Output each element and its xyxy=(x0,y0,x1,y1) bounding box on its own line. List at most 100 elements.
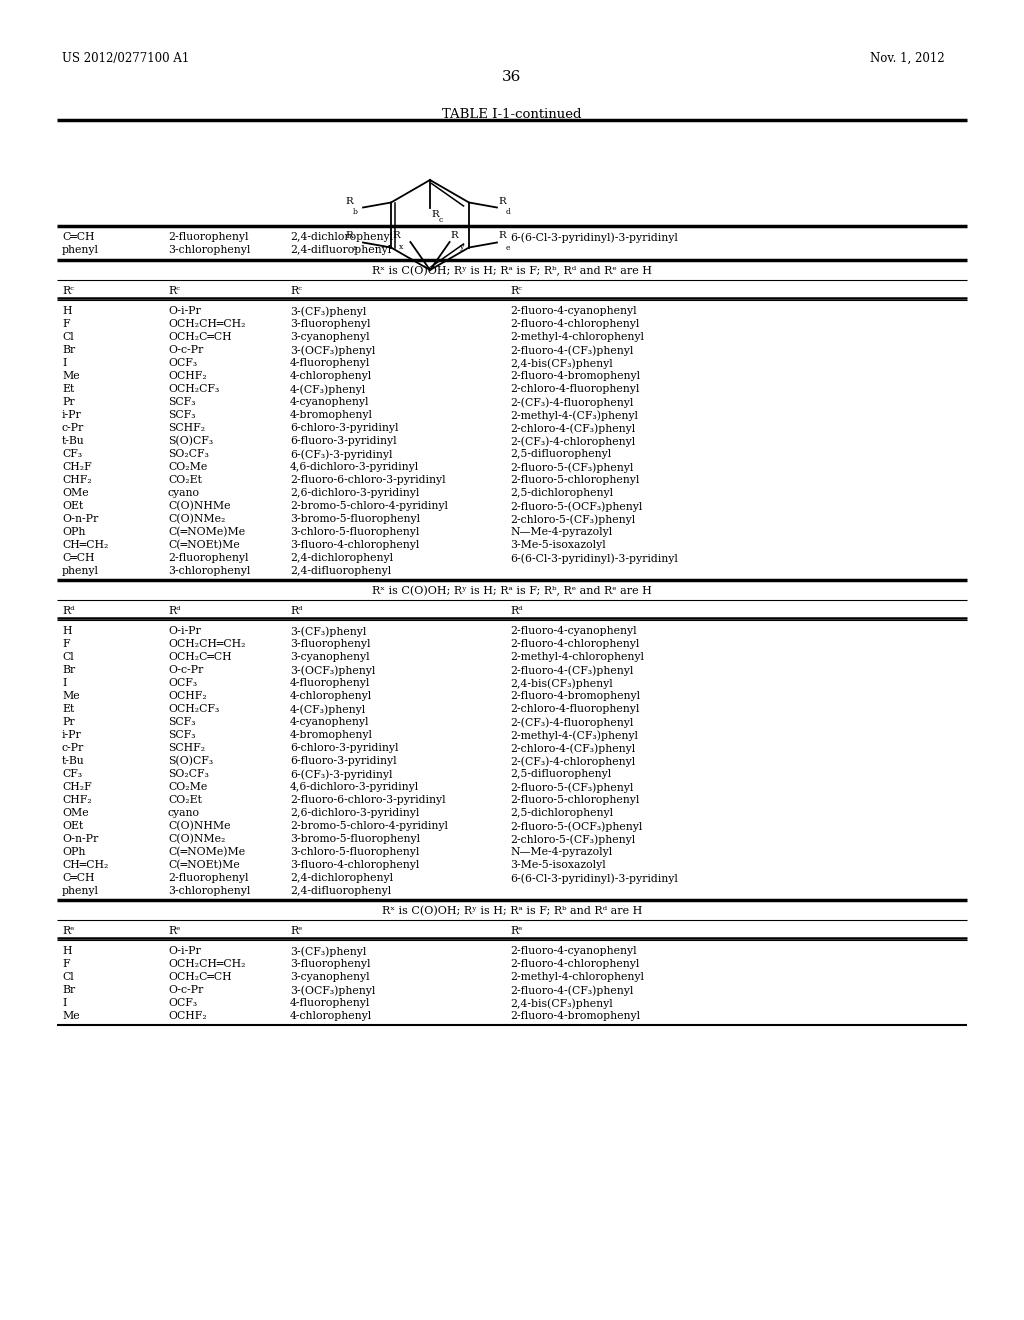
Text: TABLE I-1-continued: TABLE I-1-continued xyxy=(442,108,582,121)
Text: 3-Me-5-isoxazolyl: 3-Me-5-isoxazolyl xyxy=(510,540,606,550)
Text: R: R xyxy=(345,231,353,240)
Text: OPh: OPh xyxy=(62,527,85,537)
Text: C(═NOMe)Me: C(═NOMe)Me xyxy=(168,527,245,537)
Text: CO₂Me: CO₂Me xyxy=(168,462,207,473)
Text: Me: Me xyxy=(62,371,80,381)
Text: C(O)NMe₂: C(O)NMe₂ xyxy=(168,513,225,524)
Text: 3-chlorophenyl: 3-chlorophenyl xyxy=(168,886,251,896)
Text: CHF₂: CHF₂ xyxy=(62,795,92,805)
Text: 2-chloro-4-fluorophenyl: 2-chloro-4-fluorophenyl xyxy=(510,384,639,393)
Text: 2-(CF₃)-4-chlorophenyl: 2-(CF₃)-4-chlorophenyl xyxy=(510,756,635,767)
Text: Rˣ is C(O)OH; Rʸ is H; Rᵃ is F; Rᵇ and Rᵈ are H: Rˣ is C(O)OH; Rʸ is H; Rᵃ is F; Rᵇ and R… xyxy=(382,906,642,916)
Text: OEt: OEt xyxy=(62,821,83,832)
Text: OCH₂C═CH: OCH₂C═CH xyxy=(168,333,231,342)
Text: 2,4-dichlorophenyl: 2,4-dichlorophenyl xyxy=(290,232,393,242)
Text: Rᵉ: Rᵉ xyxy=(290,927,302,936)
Text: N—Me-4-pyrazolyl: N—Me-4-pyrazolyl xyxy=(510,527,612,537)
Text: 4-chlorophenyl: 4-chlorophenyl xyxy=(290,371,373,381)
Text: 2,4-dichlorophenyl: 2,4-dichlorophenyl xyxy=(290,873,393,883)
Text: O-c-Pr: O-c-Pr xyxy=(168,345,203,355)
Text: Rᵈ: Rᵈ xyxy=(62,606,75,616)
Text: 3-cyanophenyl: 3-cyanophenyl xyxy=(290,972,370,982)
Text: i-Pr: i-Pr xyxy=(62,730,82,741)
Text: R: R xyxy=(498,197,506,206)
Text: 2-fluoro-4-chlorophenyl: 2-fluoro-4-chlorophenyl xyxy=(510,319,639,329)
Text: 4-(CF₃)phenyl: 4-(CF₃)phenyl xyxy=(290,384,367,395)
Text: 3-bromo-5-fluorophenyl: 3-bromo-5-fluorophenyl xyxy=(290,834,420,843)
Text: 2-chloro-4-fluorophenyl: 2-chloro-4-fluorophenyl xyxy=(510,704,639,714)
Text: 6-(6-Cl-3-pyridinyl)-3-pyridinyl: 6-(6-Cl-3-pyridinyl)-3-pyridinyl xyxy=(510,232,678,243)
Text: 2,5-dichlorophenyl: 2,5-dichlorophenyl xyxy=(510,488,613,498)
Text: Br: Br xyxy=(62,985,75,995)
Text: d: d xyxy=(506,209,511,216)
Text: e: e xyxy=(506,243,511,252)
Text: 3-bromo-5-fluorophenyl: 3-bromo-5-fluorophenyl xyxy=(290,513,420,524)
Text: 3-Me-5-isoxazolyl: 3-Me-5-isoxazolyl xyxy=(510,861,606,870)
Text: 2-fluoro-4-bromophenyl: 2-fluoro-4-bromophenyl xyxy=(510,1011,640,1020)
Text: 2-fluorophenyl: 2-fluorophenyl xyxy=(168,232,249,242)
Text: 2-fluoro-4-(CF₃)phenyl: 2-fluoro-4-(CF₃)phenyl xyxy=(510,345,634,355)
Text: 6-(CF₃)-3-pyridinyl: 6-(CF₃)-3-pyridinyl xyxy=(290,449,392,459)
Text: CH₂F: CH₂F xyxy=(62,781,92,792)
Text: b: b xyxy=(353,209,358,216)
Text: 3-(OCF₃)phenyl: 3-(OCF₃)phenyl xyxy=(290,985,376,995)
Text: 4-cyanophenyl: 4-cyanophenyl xyxy=(290,717,370,727)
Text: OCH₂CH═CH₂: OCH₂CH═CH₂ xyxy=(168,639,246,649)
Text: 2,6-dichloro-3-pyridinyl: 2,6-dichloro-3-pyridinyl xyxy=(290,488,420,498)
Text: t-Bu: t-Bu xyxy=(62,436,85,446)
Text: 2,4-bis(CF₃)phenyl: 2,4-bis(CF₃)phenyl xyxy=(510,358,612,368)
Text: I: I xyxy=(62,998,67,1008)
Text: 36: 36 xyxy=(503,70,521,84)
Text: 3-chlorophenyl: 3-chlorophenyl xyxy=(168,566,251,576)
Text: 6-chloro-3-pyridinyl: 6-chloro-3-pyridinyl xyxy=(290,422,398,433)
Text: H: H xyxy=(62,946,72,956)
Text: O-c-Pr: O-c-Pr xyxy=(168,665,203,675)
Text: 2-chloro-4-(CF₃)phenyl: 2-chloro-4-(CF₃)phenyl xyxy=(510,743,635,754)
Text: Rᵈ: Rᵈ xyxy=(510,606,522,616)
Text: SCF₃: SCF₃ xyxy=(168,397,196,407)
Text: 2,4-difluorophenyl: 2,4-difluorophenyl xyxy=(290,566,391,576)
Text: Pr: Pr xyxy=(62,397,75,407)
Text: Rˣ is C(O)OH; Rʸ is H; Rᵃ is F; Rᵇ, Rᵈ and Rᵉ are H: Rˣ is C(O)OH; Rʸ is H; Rᵃ is F; Rᵇ, Rᵈ a… xyxy=(372,267,652,276)
Text: phenyl: phenyl xyxy=(62,246,99,255)
Text: Me: Me xyxy=(62,1011,80,1020)
Text: O-n-Pr: O-n-Pr xyxy=(62,513,98,524)
Text: R: R xyxy=(431,210,438,219)
Text: 2-(CF₃)-4-fluorophenyl: 2-(CF₃)-4-fluorophenyl xyxy=(510,717,634,727)
Text: OCH₂C═CH: OCH₂C═CH xyxy=(168,972,231,982)
Text: OCHF₂: OCHF₂ xyxy=(168,1011,207,1020)
Text: CH═CH₂: CH═CH₂ xyxy=(62,861,109,870)
Text: i-Pr: i-Pr xyxy=(62,411,82,420)
Text: 2-fluoro-4-cyanophenyl: 2-fluoro-4-cyanophenyl xyxy=(510,306,637,315)
Text: SCF₃: SCF₃ xyxy=(168,730,196,741)
Text: Cl: Cl xyxy=(62,972,74,982)
Text: O-c-Pr: O-c-Pr xyxy=(168,985,203,995)
Text: 3-(CF₃)phenyl: 3-(CF₃)phenyl xyxy=(290,306,367,317)
Text: 2-methyl-4-(CF₃)phenyl: 2-methyl-4-(CF₃)phenyl xyxy=(510,730,638,741)
Text: 3-cyanophenyl: 3-cyanophenyl xyxy=(290,333,370,342)
Text: 3-chloro-5-fluorophenyl: 3-chloro-5-fluorophenyl xyxy=(290,527,420,537)
Text: R: R xyxy=(451,231,459,240)
Text: 4-fluorophenyl: 4-fluorophenyl xyxy=(290,998,371,1008)
Text: 2-fluoro-6-chloro-3-pyridinyl: 2-fluoro-6-chloro-3-pyridinyl xyxy=(290,795,445,805)
Text: 2-fluoro-5-chlorophenyl: 2-fluoro-5-chlorophenyl xyxy=(510,795,639,805)
Text: SCF₃: SCF₃ xyxy=(168,717,196,727)
Text: N—Me-4-pyrazolyl: N—Me-4-pyrazolyl xyxy=(510,847,612,857)
Text: C═CH: C═CH xyxy=(62,873,94,883)
Text: OCHF₂: OCHF₂ xyxy=(168,690,207,701)
Text: 2,6-dichloro-3-pyridinyl: 2,6-dichloro-3-pyridinyl xyxy=(290,808,420,818)
Text: 2-bromo-5-chloro-4-pyridinyl: 2-bromo-5-chloro-4-pyridinyl xyxy=(290,821,449,832)
Text: c-Pr: c-Pr xyxy=(62,422,84,433)
Text: OCH₂CF₃: OCH₂CF₃ xyxy=(168,384,219,393)
Text: Rᶜ: Rᶜ xyxy=(168,286,180,296)
Text: C═CH: C═CH xyxy=(62,553,94,564)
Text: I: I xyxy=(62,678,67,688)
Text: 6-(6-Cl-3-pyridinyl)-3-pyridinyl: 6-(6-Cl-3-pyridinyl)-3-pyridinyl xyxy=(510,553,678,564)
Text: 2-methyl-4-(CF₃)phenyl: 2-methyl-4-(CF₃)phenyl xyxy=(510,411,638,421)
Text: 4-bromophenyl: 4-bromophenyl xyxy=(290,411,373,420)
Text: C(═NOEt)Me: C(═NOEt)Me xyxy=(168,540,240,550)
Text: OCF₃: OCF₃ xyxy=(168,358,198,368)
Text: 6-fluoro-3-pyridinyl: 6-fluoro-3-pyridinyl xyxy=(290,756,396,766)
Text: CO₂Et: CO₂Et xyxy=(168,795,202,805)
Text: OCF₃: OCF₃ xyxy=(168,998,198,1008)
